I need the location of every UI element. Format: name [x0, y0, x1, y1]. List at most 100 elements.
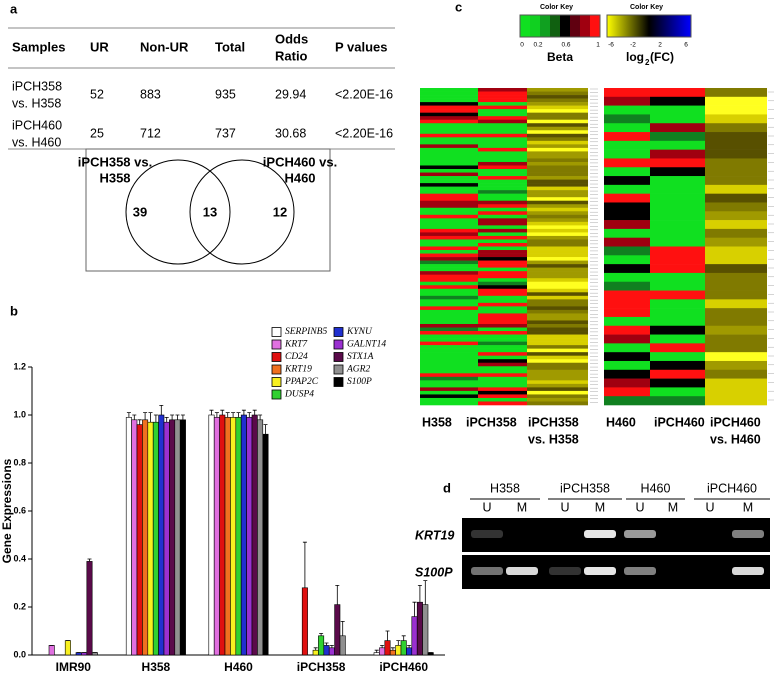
heatmap-cell: [705, 360, 767, 371]
venn-count: 12: [273, 204, 287, 219]
heatmap-cell: [420, 109, 478, 113]
heatmap-cell: [420, 288, 478, 293]
heatmap-cell: [705, 396, 767, 406]
heatmap-cell: [527, 302, 588, 307]
error-bar: [335, 585, 340, 605]
color-key-bar: [606, 14, 692, 38]
heatmap-cell: [527, 316, 588, 321]
legend-swatch: [333, 352, 344, 362]
heatmap-cell: [478, 338, 527, 342]
heatmap-cell: [420, 341, 478, 346]
error-bar: [302, 541, 307, 588]
heatmap-cell: [420, 331, 478, 335]
heatmap-cell: [420, 320, 478, 325]
heatmap-cell: [478, 102, 527, 106]
bar: [257, 419, 264, 656]
heatmap-cell: [650, 158, 705, 168]
heatmap-cell: [478, 250, 527, 254]
heatmap-cell: [478, 271, 527, 275]
heatmap-cell: [604, 272, 650, 283]
heatmap-cell: [527, 102, 588, 106]
table-cell: 29.94: [275, 87, 306, 101]
color-key-cell: [580, 15, 590, 37]
heatmap-cell: [527, 320, 588, 325]
table-header: Non-UR: [140, 39, 189, 54]
heatmap-cell: [478, 221, 527, 226]
error-bar: [87, 558, 92, 562]
bar: [64, 640, 71, 656]
heatmap-cell: [420, 306, 478, 311]
heatmap-cell: [705, 123, 767, 133]
column-label: H358: [422, 415, 452, 429]
heatmap-cell: [478, 179, 527, 184]
heatmap-cell: [650, 308, 705, 318]
heatmap-cell: [478, 193, 527, 198]
table-header: Total: [215, 39, 245, 54]
heatmap-cell: [478, 285, 527, 290]
bar: [411, 616, 418, 656]
heatmap-cell: [527, 295, 588, 300]
table-header: Odds: [275, 31, 308, 46]
heatmap-cell: [527, 390, 588, 395]
heatmap-cell: [705, 114, 767, 124]
heatmap-cell: [420, 309, 478, 314]
heatmap-cell: [527, 179, 588, 184]
heatmap-cell: [705, 228, 767, 238]
heatmap-cell: [420, 112, 478, 117]
heatmap-cell: [604, 96, 650, 106]
heatmap-cell: [527, 366, 588, 371]
color-key-label: log: [626, 50, 644, 64]
heatmap-cell: [420, 295, 478, 300]
legend-swatch: [333, 364, 344, 375]
error-bar: [340, 621, 345, 636]
heatmap-cell: [420, 253, 478, 258]
y-tick-label: 0.0: [13, 649, 26, 659]
heatmap-cell: [478, 154, 527, 159]
heatmap-cell: [478, 380, 527, 385]
heatmap-cell: [604, 387, 650, 397]
color-key-tick: 0: [520, 42, 524, 49]
heatmap-cell: [478, 91, 527, 96]
heatmap-cell: [420, 169, 478, 173]
heatmap-cell: [604, 114, 650, 124]
venn-count: 39: [133, 204, 147, 219]
table-cell: 712: [140, 126, 161, 140]
heatmap-cell: [478, 98, 527, 103]
heatmap-cell: [420, 102, 478, 106]
heatmap-cell: [478, 274, 527, 279]
error-bar: [153, 414, 158, 423]
heatmap-cell: [650, 220, 705, 230]
heatmap-cell: [420, 193, 478, 198]
heatmap-cell: [478, 376, 527, 381]
heatmap-cell: [478, 200, 527, 205]
heatmap-cell: [705, 132, 767, 142]
heatmap-cell: [478, 133, 527, 138]
heatmap-cell: [527, 260, 588, 265]
heatmap-cell: [527, 165, 588, 170]
legend-label: AGR2: [346, 365, 370, 375]
heatmap-cell: [527, 190, 588, 194]
heatmap-cell: [478, 309, 527, 314]
heatmap-cell: [420, 190, 478, 194]
heatmap-cell: [478, 105, 527, 110]
heatmap-cell: [650, 352, 705, 362]
bar: [422, 604, 429, 656]
heatmap-cell: [420, 239, 478, 244]
heatmap-cell: [527, 133, 588, 138]
heatmap-cell: [478, 207, 527, 212]
heatmap-cell: [527, 331, 588, 335]
heatmap-cell: [420, 366, 478, 371]
heatmap-cell: [527, 242, 588, 247]
color-key-title: Color Key: [630, 4, 663, 11]
heatmap-cell: [478, 355, 527, 360]
heatmap-cell: [527, 147, 588, 152]
heatmap-cell: [527, 183, 588, 187]
heatmap-cell: [650, 334, 705, 344]
heatmap-cell: [527, 204, 588, 209]
heatmap-cell: [527, 112, 588, 117]
heatmap-cell: [650, 202, 705, 212]
table-cell: 25: [90, 126, 104, 140]
heatmap-cell: [705, 158, 767, 168]
error-bar: [159, 405, 164, 415]
color-key-label: (FC): [650, 50, 674, 64]
